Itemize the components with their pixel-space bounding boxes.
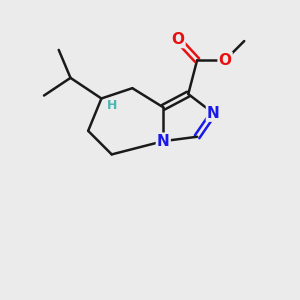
Text: O: O (172, 32, 184, 47)
Text: O: O (219, 53, 232, 68)
Text: H: H (106, 99, 117, 112)
Text: N: N (157, 134, 169, 149)
Text: N: N (207, 106, 220, 121)
